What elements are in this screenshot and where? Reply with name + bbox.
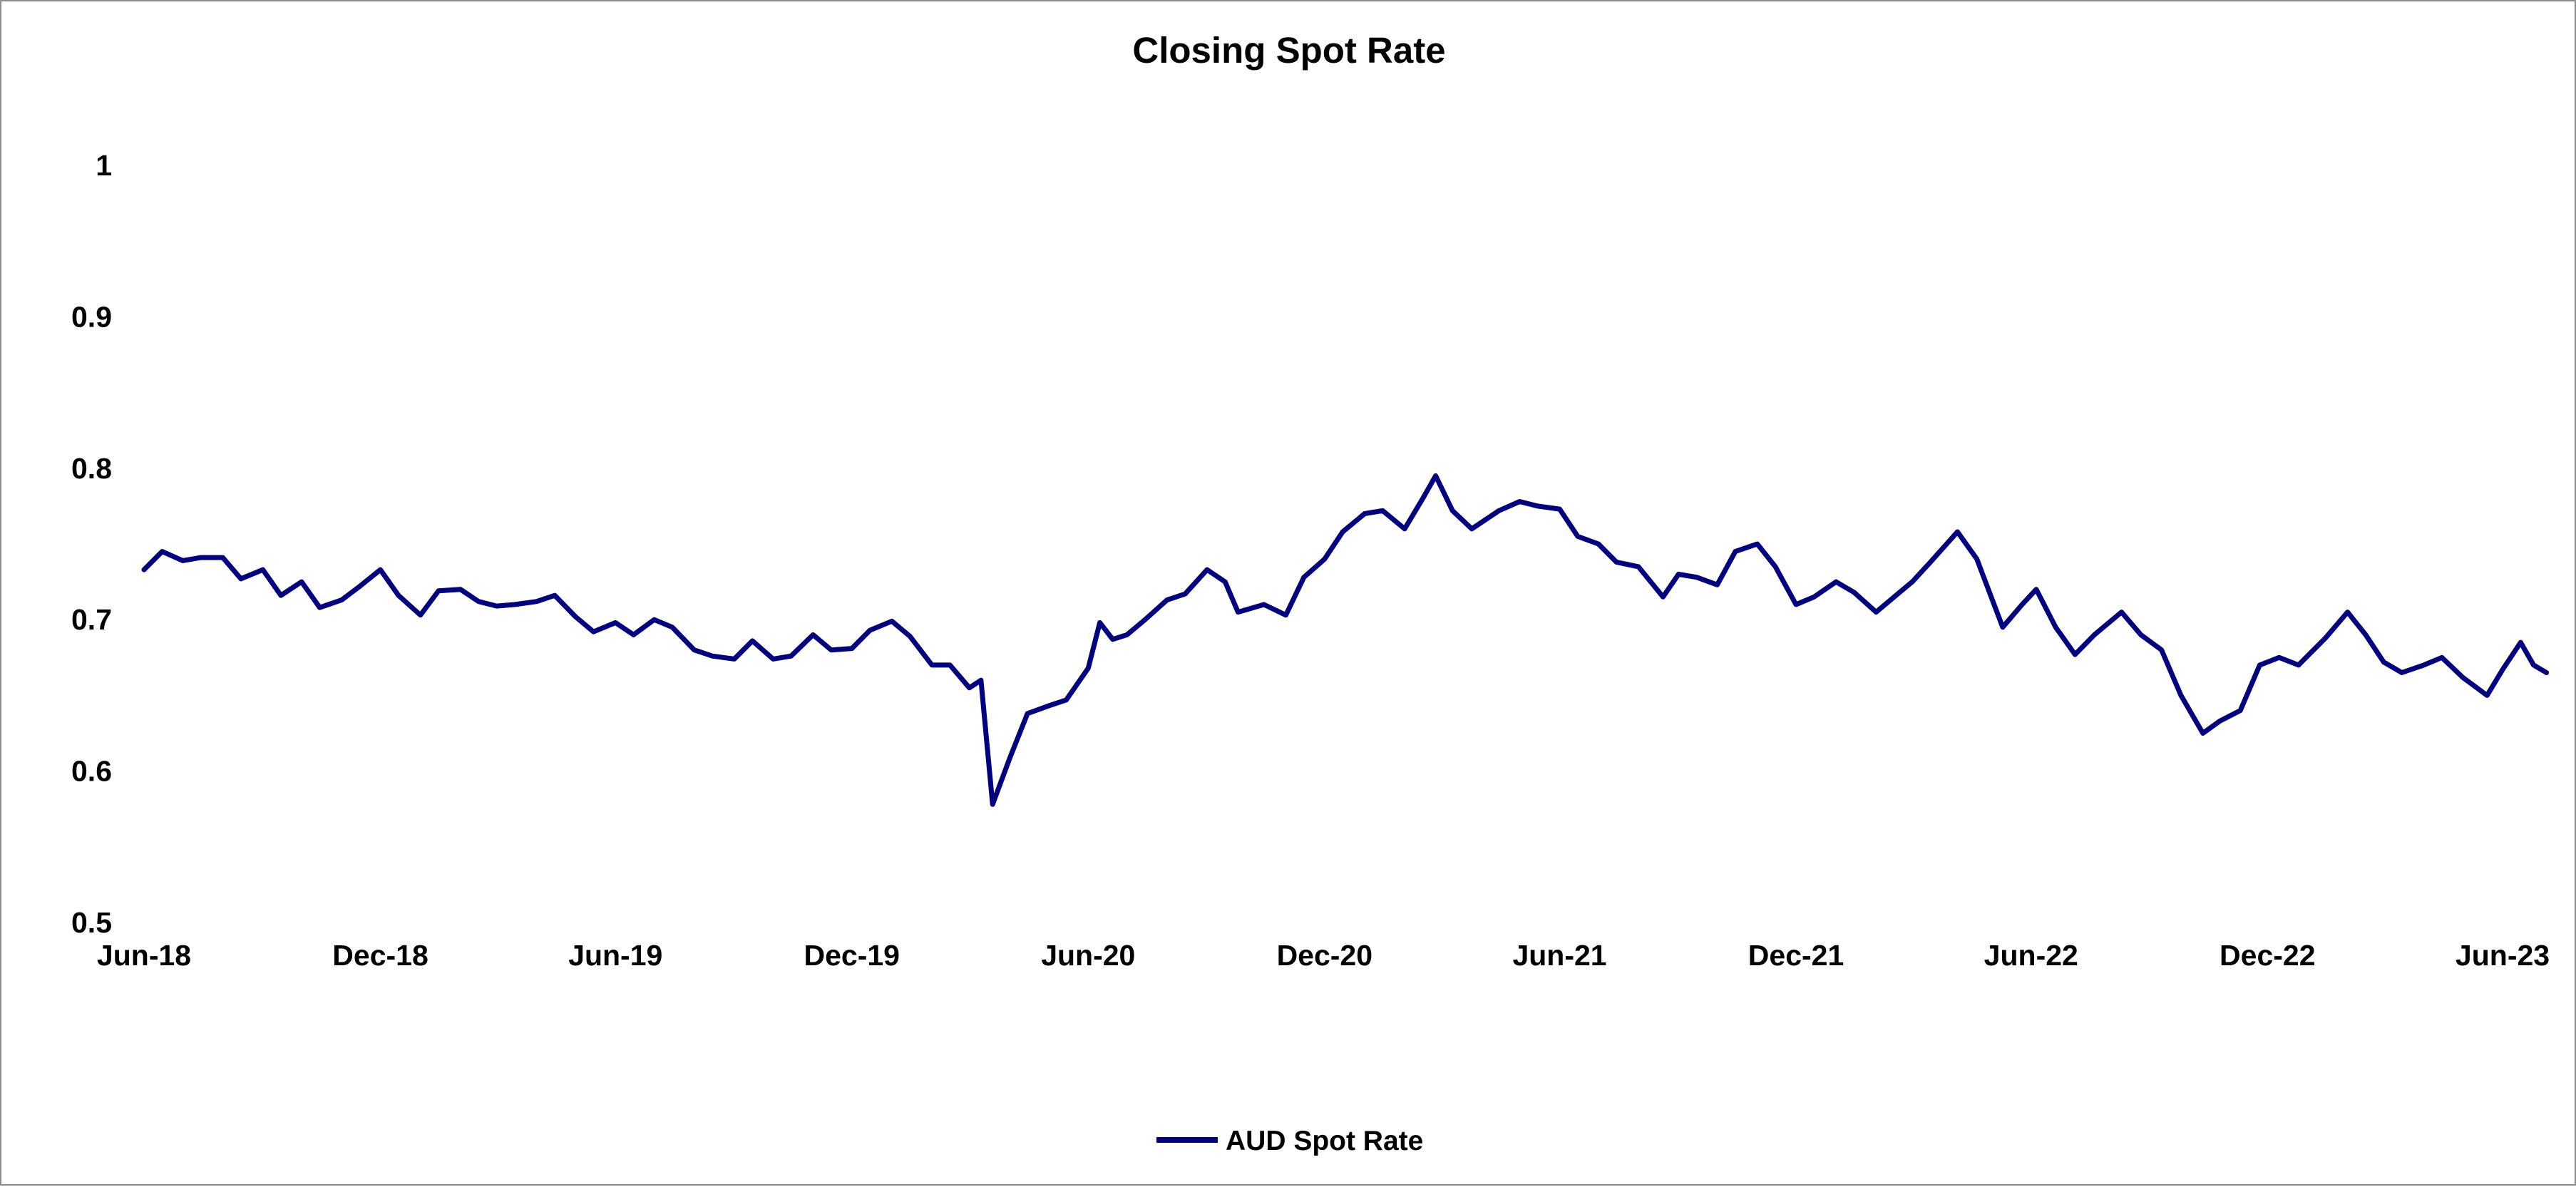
- x-tick-label: Dec-19: [804, 939, 900, 972]
- y-tick-label: 0.9: [71, 300, 112, 333]
- y-tick-label: 0.7: [71, 603, 112, 636]
- x-tick-label: Jun-18: [97, 939, 191, 972]
- legend: AUD Spot Rate: [1156, 1126, 1423, 1156]
- series-layer: [141, 473, 2550, 807]
- x-axis-tick-labels: Jun-18 Dec-18 Jun-19 Dec-19 Jun-20 Dec-20 Jun-…: [97, 939, 2550, 972]
- y-tick-label: 0.6: [71, 755, 112, 788]
- x-tick-label: Jun-23: [2456, 939, 2550, 972]
- chart-title: Closing Spot Rate: [1132, 30, 1445, 71]
- x-tick-label: Dec-20: [1277, 939, 1372, 972]
- y-tick-label: 0.5: [71, 906, 112, 939]
- y-tick-label: 0.8: [71, 452, 112, 485]
- x-tick-label: Jun-19: [568, 939, 662, 972]
- y-tick-label: 1: [96, 149, 112, 182]
- y-axis-tick-labels: 0.5 0.6 0.7 0.8 0.9 1: [71, 149, 112, 939]
- x-tick-label: Dec-18: [332, 939, 428, 972]
- x-tick-label: Jun-21: [1512, 939, 1606, 972]
- x-tick-label: Jun-22: [1984, 939, 2078, 972]
- x-tick-label: Dec-22: [2220, 939, 2315, 972]
- series-line-aud-spot-rate: [141, 473, 2550, 807]
- legend-label-aud-spot-rate: AUD Spot Rate: [1226, 1126, 1423, 1156]
- x-tick-label: Dec-21: [1748, 939, 1844, 972]
- x-tick-label: Jun-20: [1041, 939, 1135, 972]
